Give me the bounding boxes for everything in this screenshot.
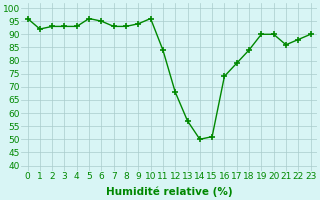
X-axis label: Humidité relative (%): Humidité relative (%) [106, 187, 232, 197]
